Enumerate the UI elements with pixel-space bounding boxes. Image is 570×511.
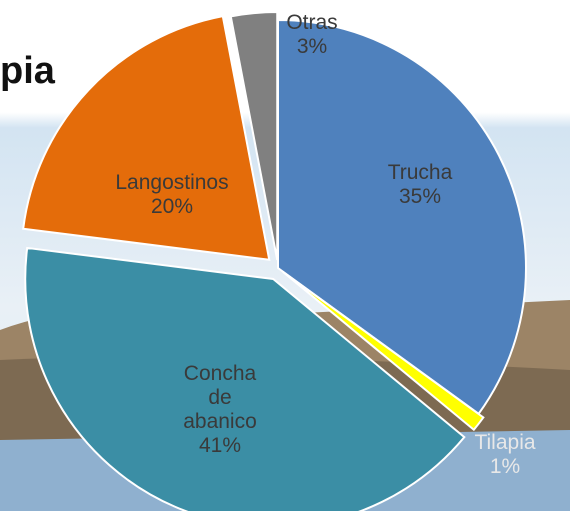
data-label: Langostinos 20% [92,171,252,219]
pie [22,11,527,511]
pie-slice [277,18,527,416]
category-label: Langostinos [115,171,229,194]
value-label: 3% [296,35,328,58]
data-label: Concha de abanico 41% [170,362,270,458]
data-label: Trucha 35% [350,161,490,209]
value-label: 41% [198,434,242,457]
value-label: 20% [150,195,194,218]
category-label: Concha de abanico [183,362,257,433]
pie-slice [22,15,271,261]
category-label: Otras [286,11,338,34]
data-label: Otras 3% [272,11,352,59]
value-label: 1% [489,455,521,478]
pie-slice [229,11,279,261]
data-label: Tilapia 1% [455,431,555,479]
category-label: Tilapia [474,431,536,454]
category-label: Trucha [387,161,453,184]
title: pia [0,50,55,92]
pie-slice [282,270,485,432]
value-label: 35% [398,185,442,208]
pie-slice [24,246,466,511]
